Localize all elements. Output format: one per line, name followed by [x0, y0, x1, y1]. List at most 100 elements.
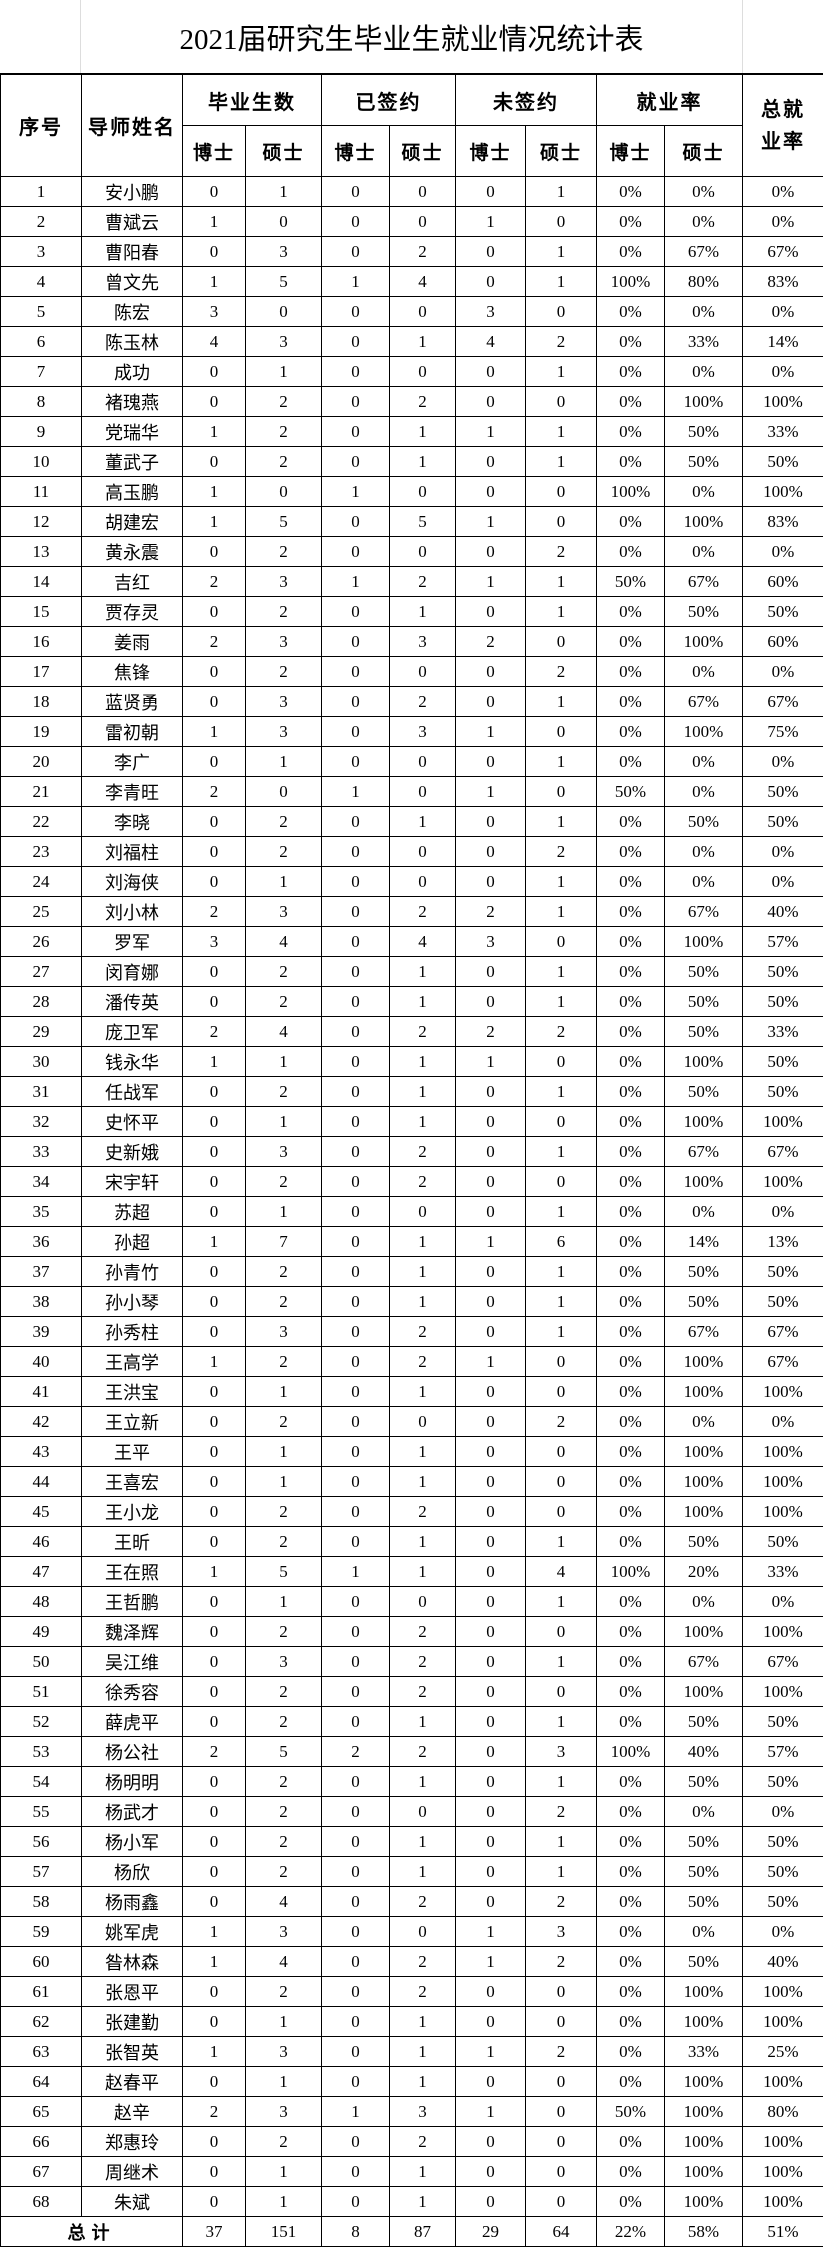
- table-row: 40 王高学 1 2 0 2 1 0 0% 100% 67%: [0, 1346, 823, 1377]
- table-row: 22 李晓 0 2 0 1 0 1 0% 50% 50%: [0, 806, 823, 837]
- table-row: 2 曹斌云 1 0 0 0 1 0 0% 0% 0%: [0, 206, 823, 237]
- header-rate-phd: 博士: [596, 125, 665, 177]
- cell-signed-master: 3: [389, 2096, 456, 2127]
- cell-total-rate: 60%: [742, 626, 823, 657]
- header-rate: 就业率: [596, 74, 743, 126]
- cell-advisor-name: 刘海侠: [81, 866, 183, 897]
- cell-graduates-master: 3: [245, 2036, 322, 2067]
- cell-seq: 33: [0, 1136, 82, 1167]
- header-total-rate: 总就业率: [742, 74, 823, 177]
- cell-signed-phd: 0: [321, 1316, 390, 1347]
- cell-graduates-master: 2: [245, 836, 322, 867]
- cell-signed-phd: 0: [321, 986, 390, 1017]
- cell-seq: 14: [0, 566, 82, 597]
- table-row: 55 杨武才 0 2 0 0 0 2 0% 0% 0%: [0, 1796, 823, 1827]
- cell-unsigned-master: 0: [525, 2096, 597, 2127]
- cell-graduates-phd: 1: [182, 1046, 246, 1077]
- cell-graduates-phd: 0: [182, 1976, 246, 2007]
- table-row: 20 李广 0 1 0 0 0 1 0% 0% 0%: [0, 746, 823, 777]
- table-row: 32 史怀平 0 1 0 1 0 0 0% 100% 100%: [0, 1106, 823, 1137]
- cell-total-rate: 50%: [742, 1076, 823, 1107]
- cell-unsigned-phd: 0: [455, 1706, 526, 1737]
- table-header: 序号 导师姓名 毕业生数 已签约 未签约 就业率 总就业率 博士 硕士 博士 硕…: [0, 74, 823, 177]
- cell-total-rate: 50%: [742, 776, 823, 807]
- total-graduates-phd: 37: [182, 2216, 246, 2247]
- cell-graduates-phd: 1: [182, 2036, 246, 2067]
- total-signed-phd: 8: [321, 2216, 390, 2247]
- cell-unsigned-phd: 0: [455, 1106, 526, 1137]
- cell-rate-phd: 0%: [596, 1766, 665, 1797]
- cell-graduates-master: 3: [245, 236, 322, 267]
- cell-graduates-master: 1: [245, 2156, 322, 2187]
- cell-graduates-master: 2: [245, 1346, 322, 1377]
- cell-signed-master: 0: [389, 1916, 456, 1947]
- cell-signed-phd: 0: [321, 1436, 390, 1467]
- cell-unsigned-master: 2: [525, 326, 597, 357]
- cell-signed-master: 0: [389, 866, 456, 897]
- cell-rate-master: 50%: [664, 1076, 743, 1107]
- cell-rate-phd: 0%: [596, 686, 665, 717]
- cell-seq: 21: [0, 776, 82, 807]
- cell-seq: 4: [0, 266, 82, 297]
- cell-seq: 17: [0, 656, 82, 687]
- cell-unsigned-master: 0: [525, 2126, 597, 2157]
- cell-signed-phd: 0: [321, 1076, 390, 1107]
- cell-unsigned-phd: 0: [455, 956, 526, 987]
- cell-unsigned-phd: 0: [455, 446, 526, 477]
- cell-rate-master: 0%: [664, 1196, 743, 1227]
- cell-unsigned-master: 4: [525, 1556, 597, 1587]
- cell-signed-master: 1: [389, 1826, 456, 1857]
- cell-advisor-name: 苏超: [81, 1196, 183, 1227]
- cell-signed-phd: 0: [321, 506, 390, 537]
- cell-graduates-master: 3: [245, 626, 322, 657]
- cell-signed-master: 1: [389, 2036, 456, 2067]
- cell-graduates-phd: 3: [182, 296, 246, 327]
- cell-graduates-master: 2: [245, 1766, 322, 1797]
- cell-seq: 55: [0, 1796, 82, 1827]
- cell-unsigned-master: 0: [525, 1466, 597, 1497]
- cell-graduates-phd: 1: [182, 1346, 246, 1377]
- cell-advisor-name: 魏泽辉: [81, 1616, 183, 1647]
- cell-graduates-master: 2: [245, 416, 322, 447]
- table-row: 8 褚瑰燕 0 2 0 2 0 0 0% 100% 100%: [0, 386, 823, 417]
- table-row: 29 庞卫军 2 4 0 2 2 2 0% 50% 33%: [0, 1016, 823, 1047]
- cell-total-rate: 100%: [742, 1466, 823, 1497]
- cell-graduates-master: 3: [245, 1646, 322, 1677]
- cell-signed-master: 0: [389, 476, 456, 507]
- cell-rate-master: 20%: [664, 1556, 743, 1587]
- table-row: 5 陈宏 3 0 0 0 3 0 0% 0% 0%: [0, 296, 823, 327]
- cell-seq: 1: [0, 176, 82, 207]
- cell-seq: 8: [0, 386, 82, 417]
- cell-signed-phd: 0: [321, 686, 390, 717]
- table-row: 17 焦锋 0 2 0 0 0 2 0% 0% 0%: [0, 656, 823, 687]
- cell-unsigned-master: 1: [525, 266, 597, 297]
- cell-graduates-phd: 2: [182, 1016, 246, 1047]
- cell-signed-master: 2: [389, 2126, 456, 2157]
- cell-rate-phd: 0%: [596, 926, 665, 957]
- cell-total-rate: 0%: [742, 866, 823, 897]
- cell-unsigned-master: 1: [525, 236, 597, 267]
- cell-signed-phd: 0: [321, 926, 390, 957]
- cell-graduates-phd: 0: [182, 2006, 246, 2037]
- cell-graduates-phd: 1: [182, 506, 246, 537]
- table-row: 11 高玉鹏 1 0 1 0 0 0 100% 0% 100%: [0, 476, 823, 507]
- table-row: 30 钱永华 1 1 0 1 1 0 0% 100% 50%: [0, 1046, 823, 1077]
- cell-signed-phd: 0: [321, 206, 390, 237]
- cell-total-rate: 50%: [742, 446, 823, 477]
- cell-unsigned-phd: 0: [455, 266, 526, 297]
- cell-rate-master: 0%: [664, 206, 743, 237]
- cell-signed-master: 1: [389, 2156, 456, 2187]
- cell-signed-phd: 0: [321, 356, 390, 387]
- cell-signed-master: 1: [389, 1556, 456, 1587]
- table-row: 38 孙小琴 0 2 0 1 0 1 0% 50% 50%: [0, 1286, 823, 1317]
- cell-rate-master: 0%: [664, 776, 743, 807]
- cell-seq: 44: [0, 1466, 82, 1497]
- cell-unsigned-phd: 0: [455, 1406, 526, 1437]
- table-row: 1 安小鹏 0 1 0 0 0 1 0% 0% 0%: [0, 176, 823, 207]
- cell-graduates-phd: 0: [182, 806, 246, 837]
- cell-rate-master: 80%: [664, 266, 743, 297]
- cell-seq: 45: [0, 1496, 82, 1527]
- cell-seq: 36: [0, 1226, 82, 1257]
- cell-rate-phd: 0%: [596, 1796, 665, 1827]
- cell-unsigned-phd: 0: [455, 986, 526, 1017]
